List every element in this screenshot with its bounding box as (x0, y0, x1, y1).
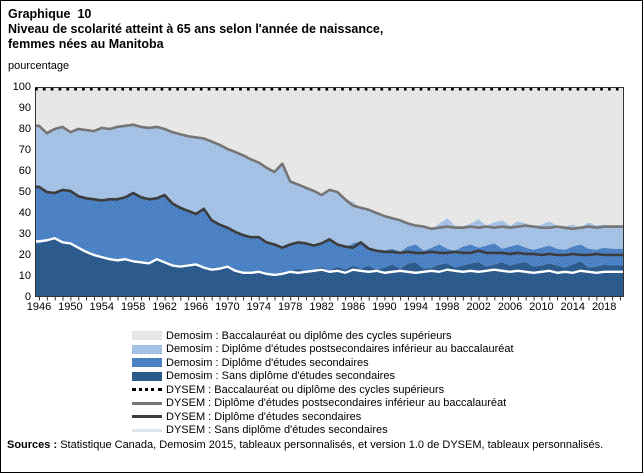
y-axis-tick-label: 30 (18, 227, 31, 240)
y-axis-tick-label: 40 (18, 206, 31, 219)
legend-item-label: Demosim : Sans diplôme d'études secondai… (166, 370, 395, 383)
x-axis-tick-label: 1954 (89, 301, 115, 313)
legend-item-label: DYSEM : Diplôme d'études postsecondaires… (166, 397, 507, 410)
x-axis-tick-label: 1950 (58, 301, 83, 313)
line-dysem-postsecondaire (35, 123, 624, 231)
x-axis-tick-label: 1982 (309, 301, 334, 313)
legend-item: DYSEM : Diplôme d'études secondaires (132, 410, 514, 424)
legend-item: DYSEM : Sans diplôme d'études secondaire… (132, 424, 514, 438)
legend-item-label: Demosim : Diplôme d'études secondaires (166, 356, 369, 369)
legend-swatch-area-bacc (132, 331, 162, 341)
y-axis-tick-label: 70 (18, 143, 31, 156)
x-axis-tick-label: 1970 (215, 301, 240, 313)
x-axis-tick-label: 1978 (277, 301, 303, 313)
legend-swatch-area-postsec (132, 344, 162, 354)
y-axis-tick-label: 80 (18, 122, 31, 135)
line-dysem-sans-diplome (35, 237, 624, 277)
x-axis-tick-label: 1974 (246, 301, 272, 313)
plot-area (35, 87, 624, 302)
y-axis-tick-label: 20 (18, 248, 31, 261)
legend-item-label: DYSEM : Diplôme d'études secondaires (166, 410, 362, 423)
sources-note: Sources : Statistique Canada, Demosim 20… (7, 439, 633, 453)
legend-swatch-line-dark (132, 415, 162, 419)
y-axis-unit-label: pourcentage (8, 60, 70, 72)
legend: Demosim : Baccalauréat ou diplôme des cy… (132, 329, 514, 437)
legend-item-label: DYSEM : Sans diplôme d'études secondaire… (166, 424, 388, 437)
x-axis-tick-label: 2006 (497, 301, 523, 313)
legend-item: DYSEM : Diplôme d'études postsecondaires… (132, 397, 514, 411)
y-axis-tick-label: 10 (18, 269, 31, 282)
legend-item-label: Demosim : Diplôme d'études postsecondair… (166, 343, 514, 356)
legend-swatch-line-white (132, 428, 162, 432)
sources-text: Statistique Canada, Demosim 2015, tablea… (60, 439, 604, 451)
legend-swatch-dotted-black (132, 388, 162, 392)
legend-item-label: DYSEM : Baccalauréat ou diplôme des cycl… (166, 383, 445, 396)
x-axis-tick-label: 1998 (434, 301, 460, 313)
legend-swatch-line-gray (132, 401, 162, 405)
area-demosim-baccalaureat (35, 87, 624, 230)
chart-title-line-1: Niveau de scolarité atteint à 65 ans sel… (8, 22, 384, 36)
plot-border (35, 87, 624, 297)
legend-item-label: Demosim : Baccalauréat ou diplôme des cy… (166, 329, 452, 342)
chart-header: Graphique 10 Niveau de scolarité atteint… (8, 7, 383, 52)
x-axis-tick-label: 1966 (183, 301, 209, 313)
sources-label: Sources : (7, 439, 58, 451)
y-axis-tick-label: 60 (18, 164, 31, 177)
y-axis-tick-label: 100 (12, 80, 31, 93)
x-axis-tick-label: 1946 (26, 301, 52, 313)
area-demosim-postsecondaire (35, 125, 624, 252)
x-axis-tick-label: 2002 (466, 301, 491, 313)
chart-number: Graphique 10 (8, 7, 92, 21)
legend-item: Demosim : Baccalauréat ou diplôme des cy… (132, 329, 514, 343)
legend-swatch-area-sec (132, 358, 162, 368)
legend-swatch-area-sans (132, 371, 162, 381)
x-axis-tick-label: 1990 (372, 301, 397, 313)
y-axis-tick-label: 90 (18, 101, 31, 114)
legend-item: DYSEM : Baccalauréat ou diplôme des cycl… (132, 383, 514, 397)
x-axis-tick-label: 1986 (340, 301, 366, 313)
x-axis-tick-label: 1962 (152, 301, 177, 313)
x-axis-tick-label: 2014 (560, 301, 586, 313)
x-axis-tick-label: 2010 (529, 301, 554, 313)
chart-title-line-2: femmes nées au Manitoba (8, 37, 164, 51)
line-dysem-secondaire (35, 185, 624, 257)
x-axis-tick-label: 1958 (120, 301, 146, 313)
y-axis-tick-label: 50 (18, 185, 31, 198)
legend-item: Demosim : Diplôme d'études postsecondair… (132, 343, 514, 357)
x-axis-tick-label: 2018 (591, 301, 617, 313)
legend-item: Demosim : Sans diplôme d'études secondai… (132, 370, 514, 384)
area-demosim-sans-diplome (35, 239, 624, 297)
stacked-area-chart (35, 87, 624, 301)
y-axis-tick-label: 0 (24, 290, 31, 303)
legend-item: Demosim : Diplôme d'études secondaires (132, 356, 514, 370)
x-axis-tick-label: 1994 (403, 301, 429, 313)
